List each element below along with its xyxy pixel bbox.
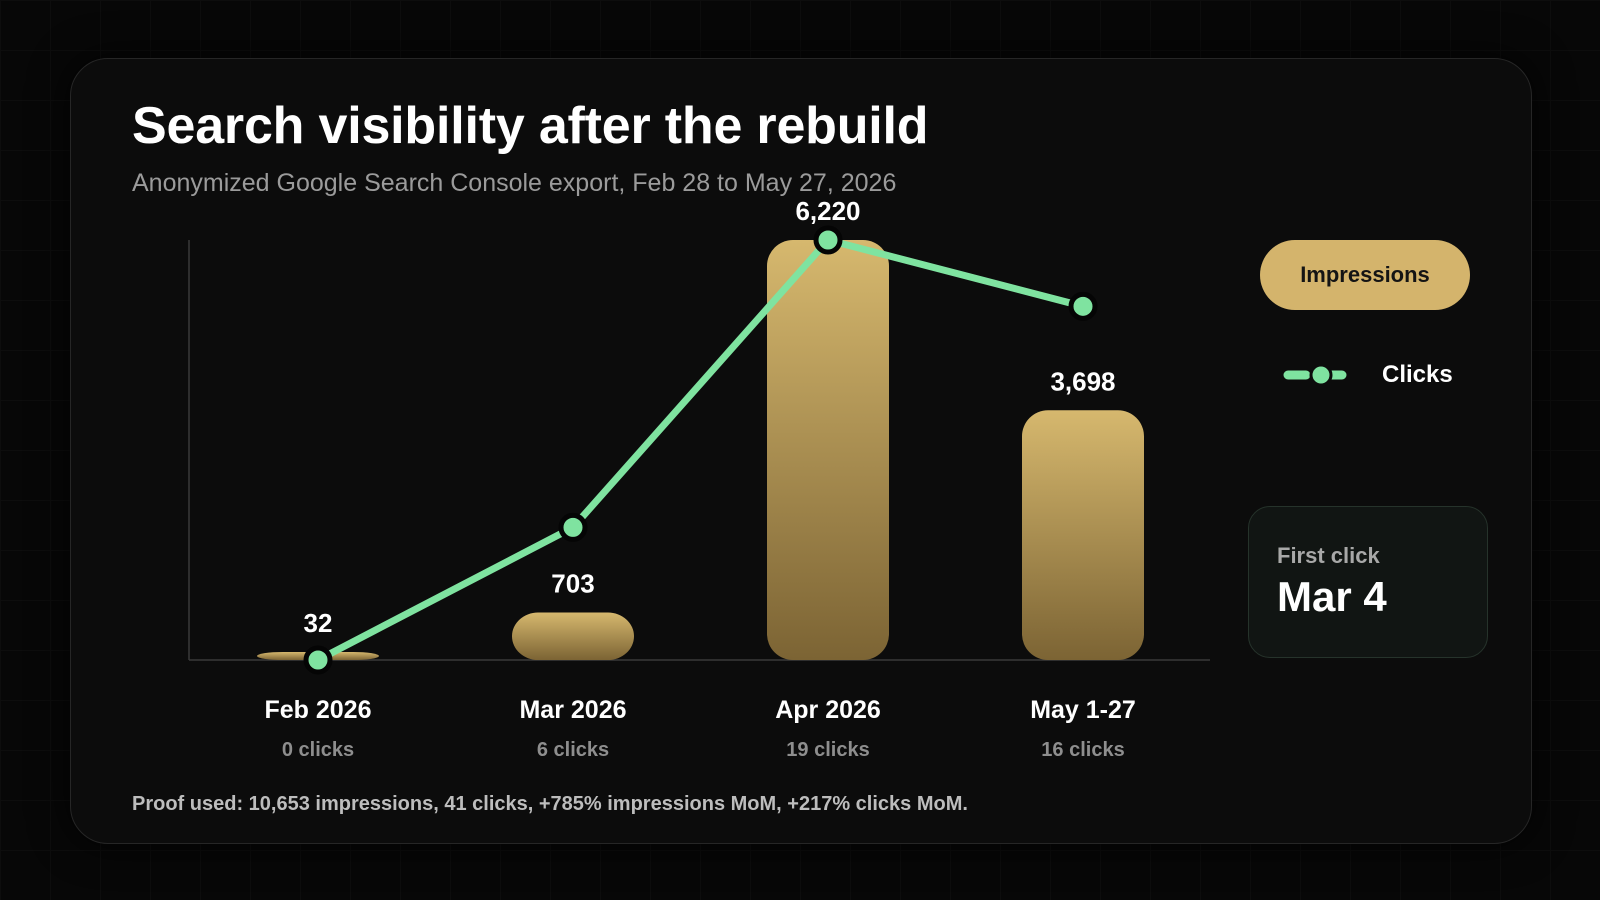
x-tick-label: Feb 2026 (264, 696, 371, 724)
impressions-value-label: 32 (304, 608, 333, 638)
legend-clicks: Clicks (1282, 355, 1453, 395)
x-tick-sublabel: 6 clicks (537, 739, 609, 761)
clicks-point (813, 225, 843, 255)
chart-title: Search visibility after the rebuild (132, 97, 929, 155)
clicks-point (558, 512, 588, 542)
x-tick-sublabel: 19 clicks (786, 739, 869, 761)
x-tick-sublabel: 16 clicks (1041, 739, 1124, 761)
legend-clicks-marker-icon (1282, 363, 1360, 387)
x-tick-label: May 1-27 (1030, 696, 1136, 724)
x-tick-sublabel: 0 clicks (282, 739, 354, 761)
impressions-bar (767, 240, 889, 660)
impressions-value-label: 3,698 (1050, 366, 1115, 396)
first-click-value: Mar 4 (1277, 573, 1387, 620)
x-tick-label: Mar 2026 (519, 696, 626, 724)
chart-subtitle: Anonymized Google Search Console export,… (132, 169, 897, 197)
impressions-bar (512, 612, 634, 660)
legend-impressions: Impressions (1260, 240, 1470, 310)
clicks-point (1068, 291, 1098, 321)
impressions-bar (1022, 410, 1144, 660)
first-click-callout: First click Mar 4 (1248, 506, 1488, 658)
impressions-value-label: 703 (551, 569, 594, 599)
footer-note: Proof used: 10,653 impressions, 41 click… (132, 793, 968, 815)
first-click-label: First click (1277, 543, 1380, 568)
x-tick-label: Apr 2026 (775, 696, 881, 724)
impressions-value-label: 6,220 (795, 196, 860, 226)
legend-clicks-label: Clicks (1382, 361, 1453, 388)
clicks-point (303, 645, 333, 675)
clicks-line (314, 236, 1087, 664)
legend-impressions-label: Impressions (1300, 262, 1430, 287)
